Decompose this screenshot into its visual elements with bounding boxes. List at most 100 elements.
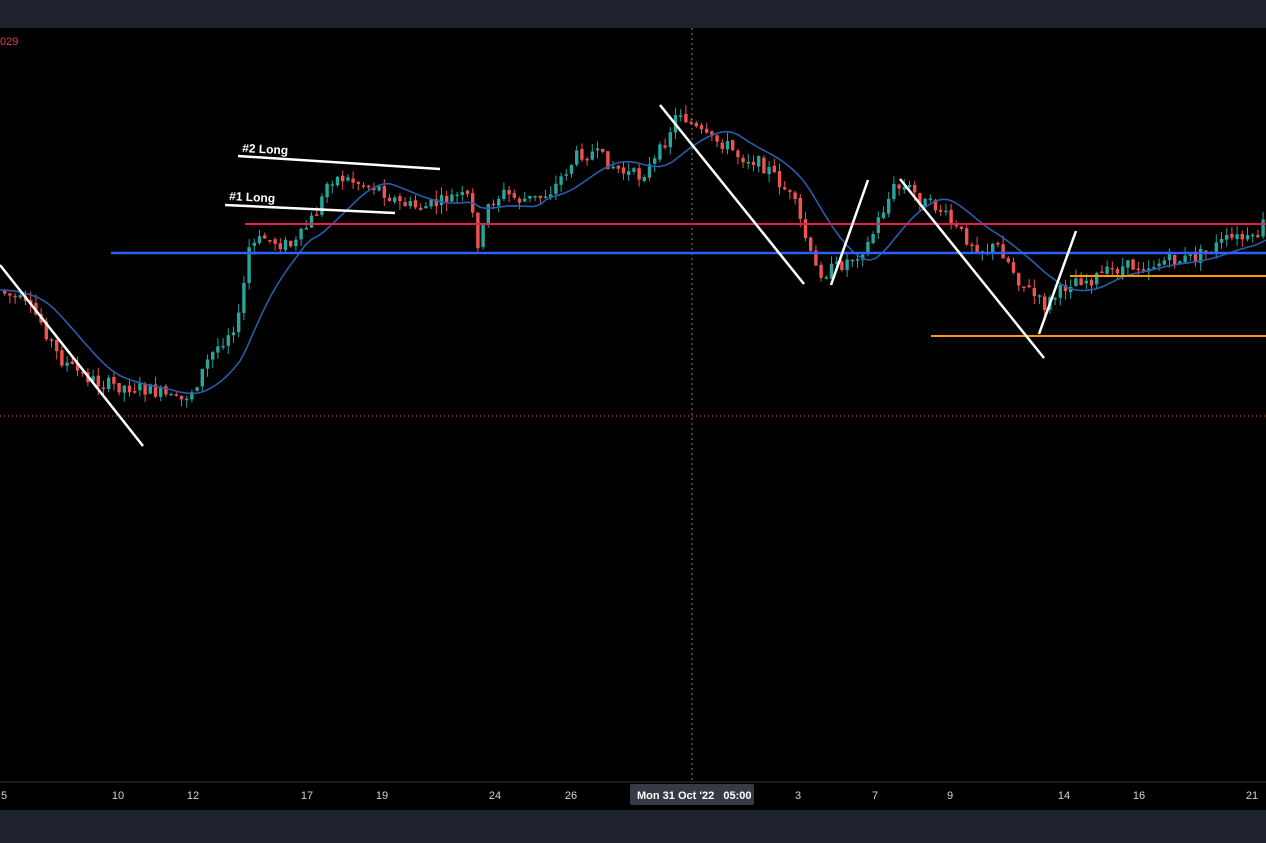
candle-body bbox=[892, 184, 896, 200]
candle-body bbox=[502, 189, 506, 199]
candle-body bbox=[1173, 255, 1177, 265]
long-2-label: #2 Long bbox=[242, 141, 289, 157]
candle-body bbox=[1261, 219, 1265, 237]
candle-body bbox=[1100, 271, 1104, 274]
candle-body bbox=[627, 171, 631, 175]
candle-body bbox=[621, 167, 626, 174]
long-1-line[interactable] bbox=[224, 203, 396, 215]
candle-body bbox=[138, 383, 142, 391]
candle-body bbox=[881, 212, 886, 218]
candle-body bbox=[1110, 267, 1114, 270]
candle-body bbox=[684, 114, 688, 123]
candle-body bbox=[122, 385, 126, 393]
candle-body bbox=[913, 184, 917, 193]
candle-body bbox=[871, 234, 875, 243]
candle-body bbox=[996, 243, 1000, 245]
candle-body bbox=[798, 197, 802, 219]
candle-body bbox=[845, 259, 849, 271]
candle-body bbox=[1063, 285, 1068, 292]
candle-body bbox=[159, 387, 163, 397]
candle-body bbox=[143, 383, 147, 395]
candle-body bbox=[1115, 269, 1120, 274]
candle-body bbox=[434, 199, 438, 207]
candle-body bbox=[637, 168, 641, 180]
candle-body bbox=[403, 202, 407, 207]
trendline-5[interactable] bbox=[1037, 230, 1078, 335]
long-2-line[interactable] bbox=[237, 154, 441, 171]
candle-body bbox=[127, 385, 132, 393]
chart-canvas[interactable]: #2 Long #1 Long 5 10 12 17 19 24 26 3 7 9 14 16 21 M… bbox=[0, 28, 1266, 810]
candle-body bbox=[81, 371, 85, 374]
candle-body bbox=[777, 171, 782, 188]
candle-body bbox=[8, 293, 12, 296]
candle-body bbox=[939, 209, 943, 212]
candle-body bbox=[1240, 233, 1244, 240]
candle-body bbox=[419, 207, 423, 210]
candle-body bbox=[793, 192, 797, 200]
trendline-2[interactable] bbox=[659, 104, 805, 285]
long-1-label: #1 Long bbox=[229, 189, 276, 205]
candle-body bbox=[231, 332, 236, 336]
crosshair-date-badge bbox=[630, 784, 754, 805]
trendline-3[interactable] bbox=[829, 179, 870, 286]
candle-body bbox=[918, 193, 922, 205]
candle-body bbox=[928, 198, 932, 200]
candle-body bbox=[746, 162, 750, 164]
candle-body bbox=[205, 359, 210, 369]
candle-body bbox=[699, 125, 704, 130]
candle-body bbox=[49, 339, 54, 341]
candle-body bbox=[1037, 295, 1042, 297]
candle-body bbox=[1126, 260, 1130, 268]
candle-body bbox=[803, 219, 808, 239]
candle-body bbox=[351, 178, 355, 183]
candle-body bbox=[424, 206, 428, 209]
trendline-4[interactable] bbox=[899, 178, 1045, 359]
candle-body bbox=[1017, 273, 1021, 286]
candle-body bbox=[720, 142, 724, 149]
candle-body bbox=[1183, 255, 1187, 263]
candle-body bbox=[263, 235, 267, 239]
x-tick-label: 24 bbox=[489, 790, 501, 802]
candle-body bbox=[897, 184, 901, 189]
candle-body bbox=[855, 259, 860, 261]
candle-body bbox=[247, 247, 251, 283]
x-tick-label: 12 bbox=[187, 790, 199, 802]
candle-body bbox=[1105, 266, 1109, 274]
candle-body bbox=[91, 376, 95, 382]
candle-body bbox=[772, 165, 776, 173]
candle-body bbox=[1178, 261, 1182, 264]
candle-body bbox=[762, 157, 766, 174]
candle-body bbox=[1043, 296, 1047, 311]
candle-body bbox=[101, 387, 106, 390]
candle-body bbox=[387, 197, 392, 201]
candle-body bbox=[372, 187, 376, 191]
candle-body bbox=[1074, 278, 1078, 287]
candle-body bbox=[632, 168, 636, 172]
candle-body bbox=[153, 384, 158, 397]
candle-body bbox=[226, 335, 230, 346]
candle-body bbox=[991, 243, 995, 253]
candle-body bbox=[55, 340, 59, 352]
candle-body bbox=[861, 254, 865, 260]
candle-body bbox=[195, 387, 199, 391]
candle-body bbox=[559, 176, 563, 185]
x-tick-label: 14 bbox=[1058, 790, 1070, 802]
trendline-1[interactable] bbox=[0, 264, 144, 447]
candle-body bbox=[268, 240, 272, 242]
chart-area[interactable]: 029 #2 Long #1 Long 5 10 12 17 19 24 26 3 7 9 14 16… bbox=[0, 28, 1266, 810]
candle-body bbox=[309, 215, 314, 228]
candle-body bbox=[757, 156, 761, 167]
candle-body bbox=[497, 199, 501, 206]
candle-body bbox=[211, 352, 215, 360]
candle-body bbox=[1027, 285, 1031, 288]
candle-body bbox=[70, 361, 74, 364]
candle-body bbox=[1141, 269, 1146, 271]
candle-body bbox=[107, 377, 111, 389]
candle-body bbox=[491, 203, 496, 206]
candle-body bbox=[959, 226, 964, 229]
candle-body bbox=[13, 295, 17, 298]
candle-body bbox=[689, 122, 693, 124]
candle-body bbox=[970, 244, 974, 246]
candle-body bbox=[840, 261, 844, 270]
candle-body bbox=[876, 217, 880, 233]
